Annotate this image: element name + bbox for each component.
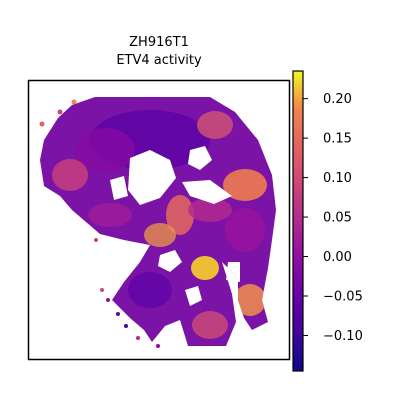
colorbar-ticks: −0.10 −0.05 0.00 0.05 0.10 0.15 0.20	[303, 92, 363, 344]
colorbar-tick-label: 0.20	[323, 92, 352, 107]
colorbar-tick-label: 0.00	[323, 250, 352, 265]
colorbar-tick-label: −0.05	[323, 290, 363, 305]
colorbar-frame	[292, 70, 304, 372]
colorbar-tick-label: 0.10	[323, 171, 352, 186]
colorbar-tick-label: 0.15	[323, 132, 352, 147]
colorbar-tick-label: −0.10	[323, 329, 363, 344]
chart-title-line-1: ZH916T1	[129, 35, 189, 50]
colorbar-gradient	[293, 71, 303, 371]
colorbar: −0.10 −0.05 0.00 0.05 0.10 0.15 0.20	[292, 70, 363, 372]
chart-title-line-2: ETV4 activity	[116, 53, 202, 68]
colorbar-tick-label: 0.05	[323, 211, 352, 226]
spatial-spot-map	[39, 97, 276, 348]
plot-frame	[27, 79, 291, 361]
